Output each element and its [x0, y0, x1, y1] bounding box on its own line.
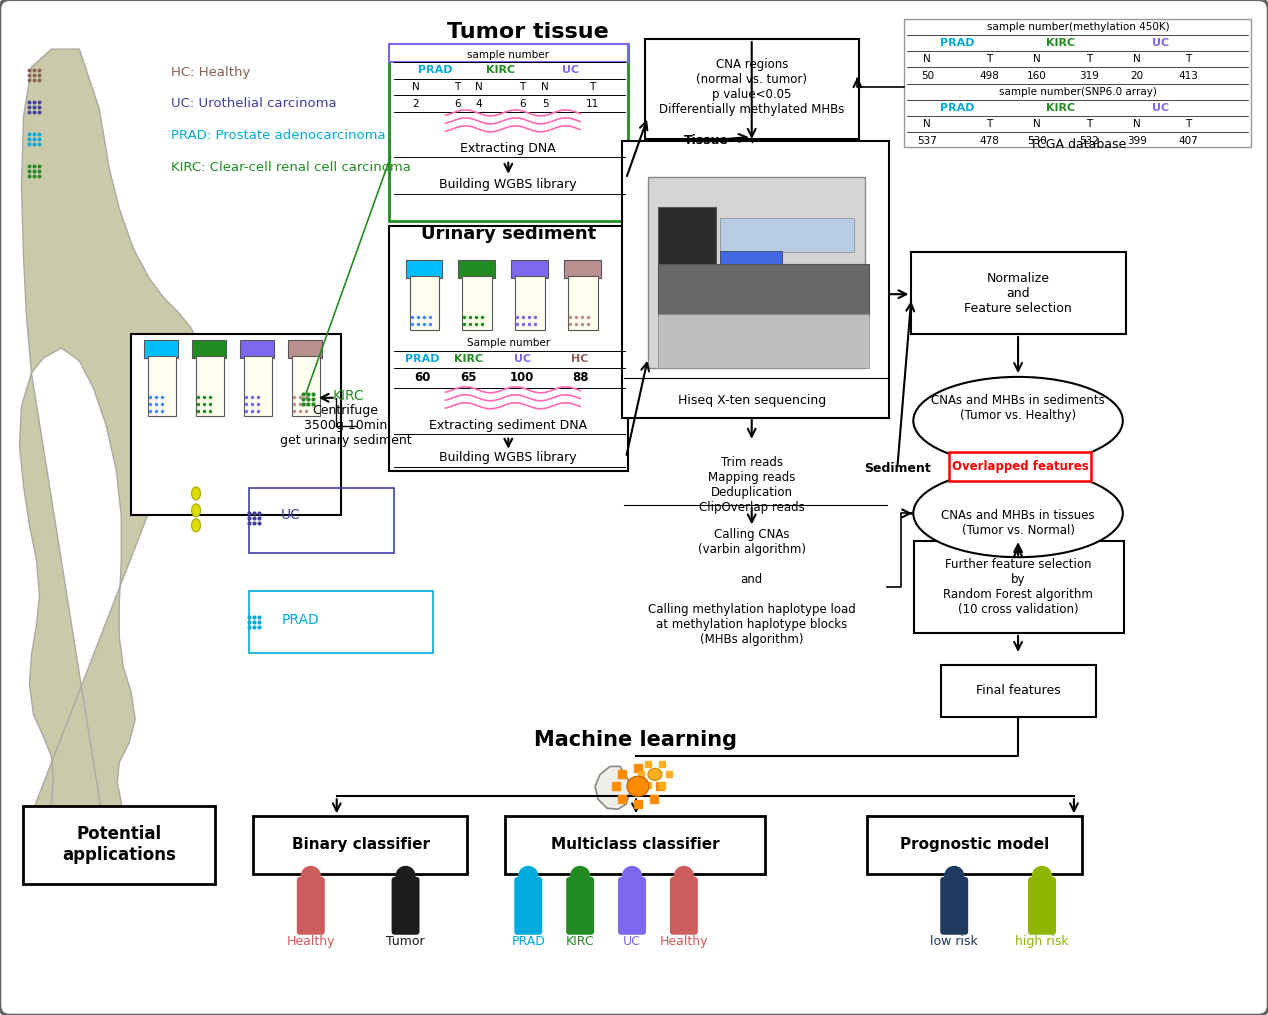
FancyBboxPatch shape [392, 877, 420, 935]
Text: N: N [1033, 54, 1041, 64]
Text: CNAs and MHBs in tissues
(Tumor vs. Normal): CNAs and MHBs in tissues (Tumor vs. Norm… [941, 510, 1094, 537]
Bar [720, 218, 855, 253]
Bar [658, 206, 716, 264]
Text: high risk: high risk [1016, 935, 1069, 948]
Text: 532: 532 [1079, 136, 1099, 146]
Bar [197, 356, 224, 416]
Text: Binary classifier: Binary classifier [292, 836, 430, 852]
FancyBboxPatch shape [297, 877, 325, 935]
Bar [511, 260, 548, 278]
Text: Final features: Final features [975, 684, 1060, 697]
Bar [288, 340, 322, 358]
Ellipse shape [302, 867, 321, 885]
Bar [623, 141, 889, 418]
Bar [24, 806, 216, 884]
Ellipse shape [191, 487, 200, 500]
Text: PRAD: PRAD [406, 354, 440, 364]
Text: 20: 20 [1130, 71, 1144, 81]
Bar [941, 665, 1096, 717]
Text: N: N [1132, 54, 1141, 64]
Text: 100: 100 [510, 371, 534, 385]
Bar [950, 452, 1090, 481]
Text: UC: UC [562, 65, 578, 75]
Text: Extracting sediment DNA: Extracting sediment DNA [430, 419, 587, 432]
FancyBboxPatch shape [567, 877, 595, 935]
Text: Machine learning: Machine learning [535, 730, 738, 749]
Text: Normalize
and
Feature selection: Normalize and Feature selection [964, 272, 1071, 315]
Text: KIRC: KIRC [454, 354, 483, 364]
Text: T: T [588, 82, 595, 92]
Text: Multiclass classifier: Multiclass classifier [550, 836, 719, 852]
Text: Calling CNAs
(varbin algorithm)

and

Calling methylation haplotype load
at meth: Calling CNAs (varbin algorithm) and Call… [648, 528, 856, 647]
Bar [406, 260, 443, 278]
Bar [645, 40, 860, 139]
Text: 530: 530 [1027, 136, 1047, 146]
Text: PRAD: PRAD [940, 103, 974, 113]
Text: KIRC: Clear-cell renal cell carcinoma: KIRC: Clear-cell renal cell carcinoma [171, 161, 411, 175]
Text: 407: 407 [1179, 136, 1198, 146]
Text: Sample number: Sample number [467, 338, 550, 348]
Bar [292, 356, 320, 416]
Text: 50: 50 [921, 71, 933, 81]
Text: T: T [1186, 119, 1192, 129]
Text: KIRC: KIRC [1046, 39, 1075, 48]
Bar [564, 260, 601, 278]
Text: PRAD: PRAD [281, 613, 320, 627]
Bar [648, 177, 866, 367]
Bar [191, 340, 226, 358]
Text: 160: 160 [1027, 71, 1047, 81]
Text: 399: 399 [1127, 136, 1146, 146]
Bar [459, 260, 496, 278]
Bar [148, 356, 176, 416]
Text: 60: 60 [415, 371, 431, 385]
Text: 4: 4 [476, 98, 482, 109]
Text: UC: Urothelial carcinoma: UC: Urothelial carcinoma [171, 97, 337, 111]
Bar [240, 340, 274, 358]
Text: KIRC: KIRC [333, 389, 364, 403]
Bar [388, 44, 628, 221]
Bar [720, 252, 781, 266]
Bar [131, 334, 341, 516]
Bar [658, 264, 870, 316]
Bar [568, 276, 598, 330]
Text: Overlapped features: Overlapped features [952, 460, 1088, 473]
Polygon shape [595, 766, 630, 809]
Text: Sediment: Sediment [864, 462, 931, 475]
Text: Tumor: Tumor [387, 935, 425, 948]
Text: N: N [541, 82, 549, 92]
Text: N: N [474, 82, 482, 92]
Text: Healthy: Healthy [659, 935, 708, 948]
Text: 413: 413 [1179, 71, 1198, 81]
FancyBboxPatch shape [670, 877, 697, 935]
FancyBboxPatch shape [618, 877, 645, 935]
Text: T: T [1085, 54, 1092, 64]
Bar [410, 276, 440, 330]
Text: sample number: sample number [468, 50, 549, 60]
Text: UC: UC [623, 935, 640, 948]
Bar [388, 44, 628, 62]
Text: Building WGBS library: Building WGBS library [440, 178, 577, 191]
FancyBboxPatch shape [1028, 877, 1056, 935]
FancyBboxPatch shape [941, 877, 969, 935]
Text: Healthy: Healthy [287, 935, 335, 948]
Ellipse shape [396, 867, 415, 885]
Text: low risk: low risk [931, 935, 978, 948]
Polygon shape [19, 49, 202, 869]
Text: KIRC: KIRC [1046, 103, 1075, 113]
Ellipse shape [913, 470, 1122, 557]
Bar [388, 226, 628, 471]
Text: Tumor tissue: Tumor tissue [448, 22, 609, 43]
Text: Extracting DNA: Extracting DNA [460, 142, 557, 155]
Text: N: N [923, 54, 931, 64]
Text: T: T [987, 54, 993, 64]
Ellipse shape [571, 867, 590, 885]
Ellipse shape [945, 867, 964, 885]
Text: KIRC: KIRC [486, 65, 515, 75]
Text: CNAs and MHBs in sediments
(Tumor vs. Healthy): CNAs and MHBs in sediments (Tumor vs. He… [931, 394, 1104, 422]
Bar [515, 276, 545, 330]
Bar [912, 253, 1126, 334]
Ellipse shape [623, 867, 642, 885]
Text: 6: 6 [519, 98, 526, 109]
Text: UC: UC [514, 354, 531, 364]
